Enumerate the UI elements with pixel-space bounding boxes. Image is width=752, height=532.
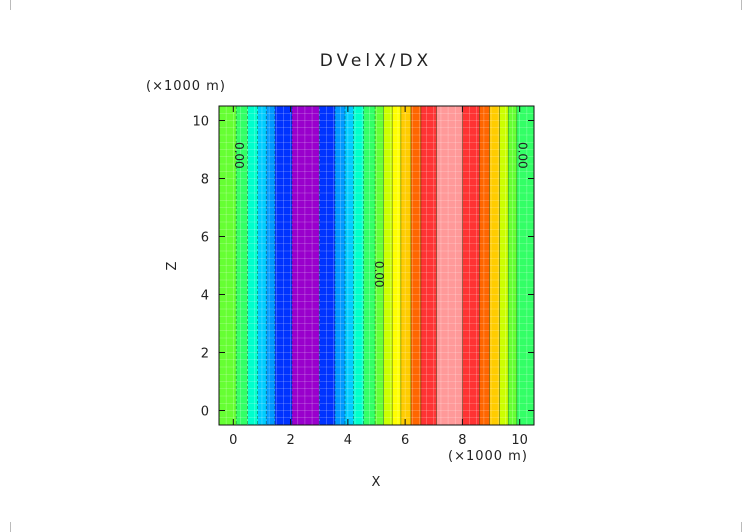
heatmap-band-1 — [236, 106, 248, 425]
heatmap-band-2 — [247, 106, 258, 425]
heatmap-band-11 — [363, 106, 376, 425]
y-tick-label: 4 — [201, 289, 209, 304]
heatmap-band-21 — [489, 106, 500, 425]
heatmap-band-17 — [420, 106, 437, 425]
heatmap-band-14 — [392, 106, 401, 425]
heatmap-band-0 — [219, 106, 237, 425]
x-tick-label: 0 — [229, 433, 237, 448]
x-tick-label: 6 — [401, 433, 409, 448]
plot-frame — [218, 105, 535, 426]
y-tick-label: 2 — [201, 347, 209, 362]
x-tick-label: 8 — [458, 433, 466, 448]
x-axis-unit-label: (×1000 m) — [448, 449, 528, 464]
x-axis-label: X — [372, 475, 381, 490]
crop-mark-top-left — [0, 0, 11, 10]
heatmap-band-3 — [257, 106, 267, 425]
crop-mark-bottom-left — [0, 522, 11, 532]
heatmap-band-8 — [334, 106, 345, 425]
y-tick-label: 10 — [192, 115, 209, 130]
y-tick-label: 8 — [201, 173, 209, 188]
chart-title: DVelX/DX — [320, 51, 432, 71]
y-axis-unit-label: (×1000 m) — [146, 79, 226, 94]
heatmap-band-12 — [375, 106, 384, 425]
heatmap-band-13 — [383, 106, 393, 425]
contour-lines: 0.00 0.00 0.00 — [232, 106, 529, 425]
heatmap-band-18 — [436, 106, 463, 425]
heatmap-band-4 — [266, 106, 275, 425]
contour-label-2: 0.00 — [515, 142, 529, 169]
axis-ticks: 0 2 4 6 8 10 0 2 4 6 8 10 — [192, 106, 534, 448]
crop-mark-bottom-right — [741, 522, 752, 532]
heatmap-bands — [219, 106, 534, 425]
grid-lines — [218, 105, 535, 426]
y-tick-label: 0 — [201, 405, 209, 420]
x-tick-label: 4 — [344, 433, 352, 448]
contour-label-0: 0.00 — [232, 142, 246, 169]
heatmap-band-10 — [353, 106, 364, 425]
heatmap-band-24 — [516, 106, 534, 425]
contour-label-1: 0.00 — [372, 261, 386, 288]
heatmap-band-23 — [508, 106, 517, 425]
heatmap-band-22 — [499, 106, 509, 425]
heatmap-band-20 — [479, 106, 490, 425]
x-tick-label: 2 — [286, 433, 294, 448]
crop-mark-top-right — [741, 0, 752, 10]
heatmap-band-6 — [292, 106, 320, 425]
heatmap-band-5 — [274, 106, 293, 425]
heatmap-band-9 — [345, 106, 354, 425]
y-axis-label: Z — [165, 261, 180, 270]
y-tick-label: 6 — [201, 231, 209, 246]
heatmap-band-15 — [400, 106, 411, 425]
heatmap-band-19 — [462, 106, 480, 425]
heatmap-band-7 — [319, 106, 335, 425]
heatmap-band-16 — [410, 106, 421, 425]
x-tick-label: 10 — [511, 433, 528, 448]
